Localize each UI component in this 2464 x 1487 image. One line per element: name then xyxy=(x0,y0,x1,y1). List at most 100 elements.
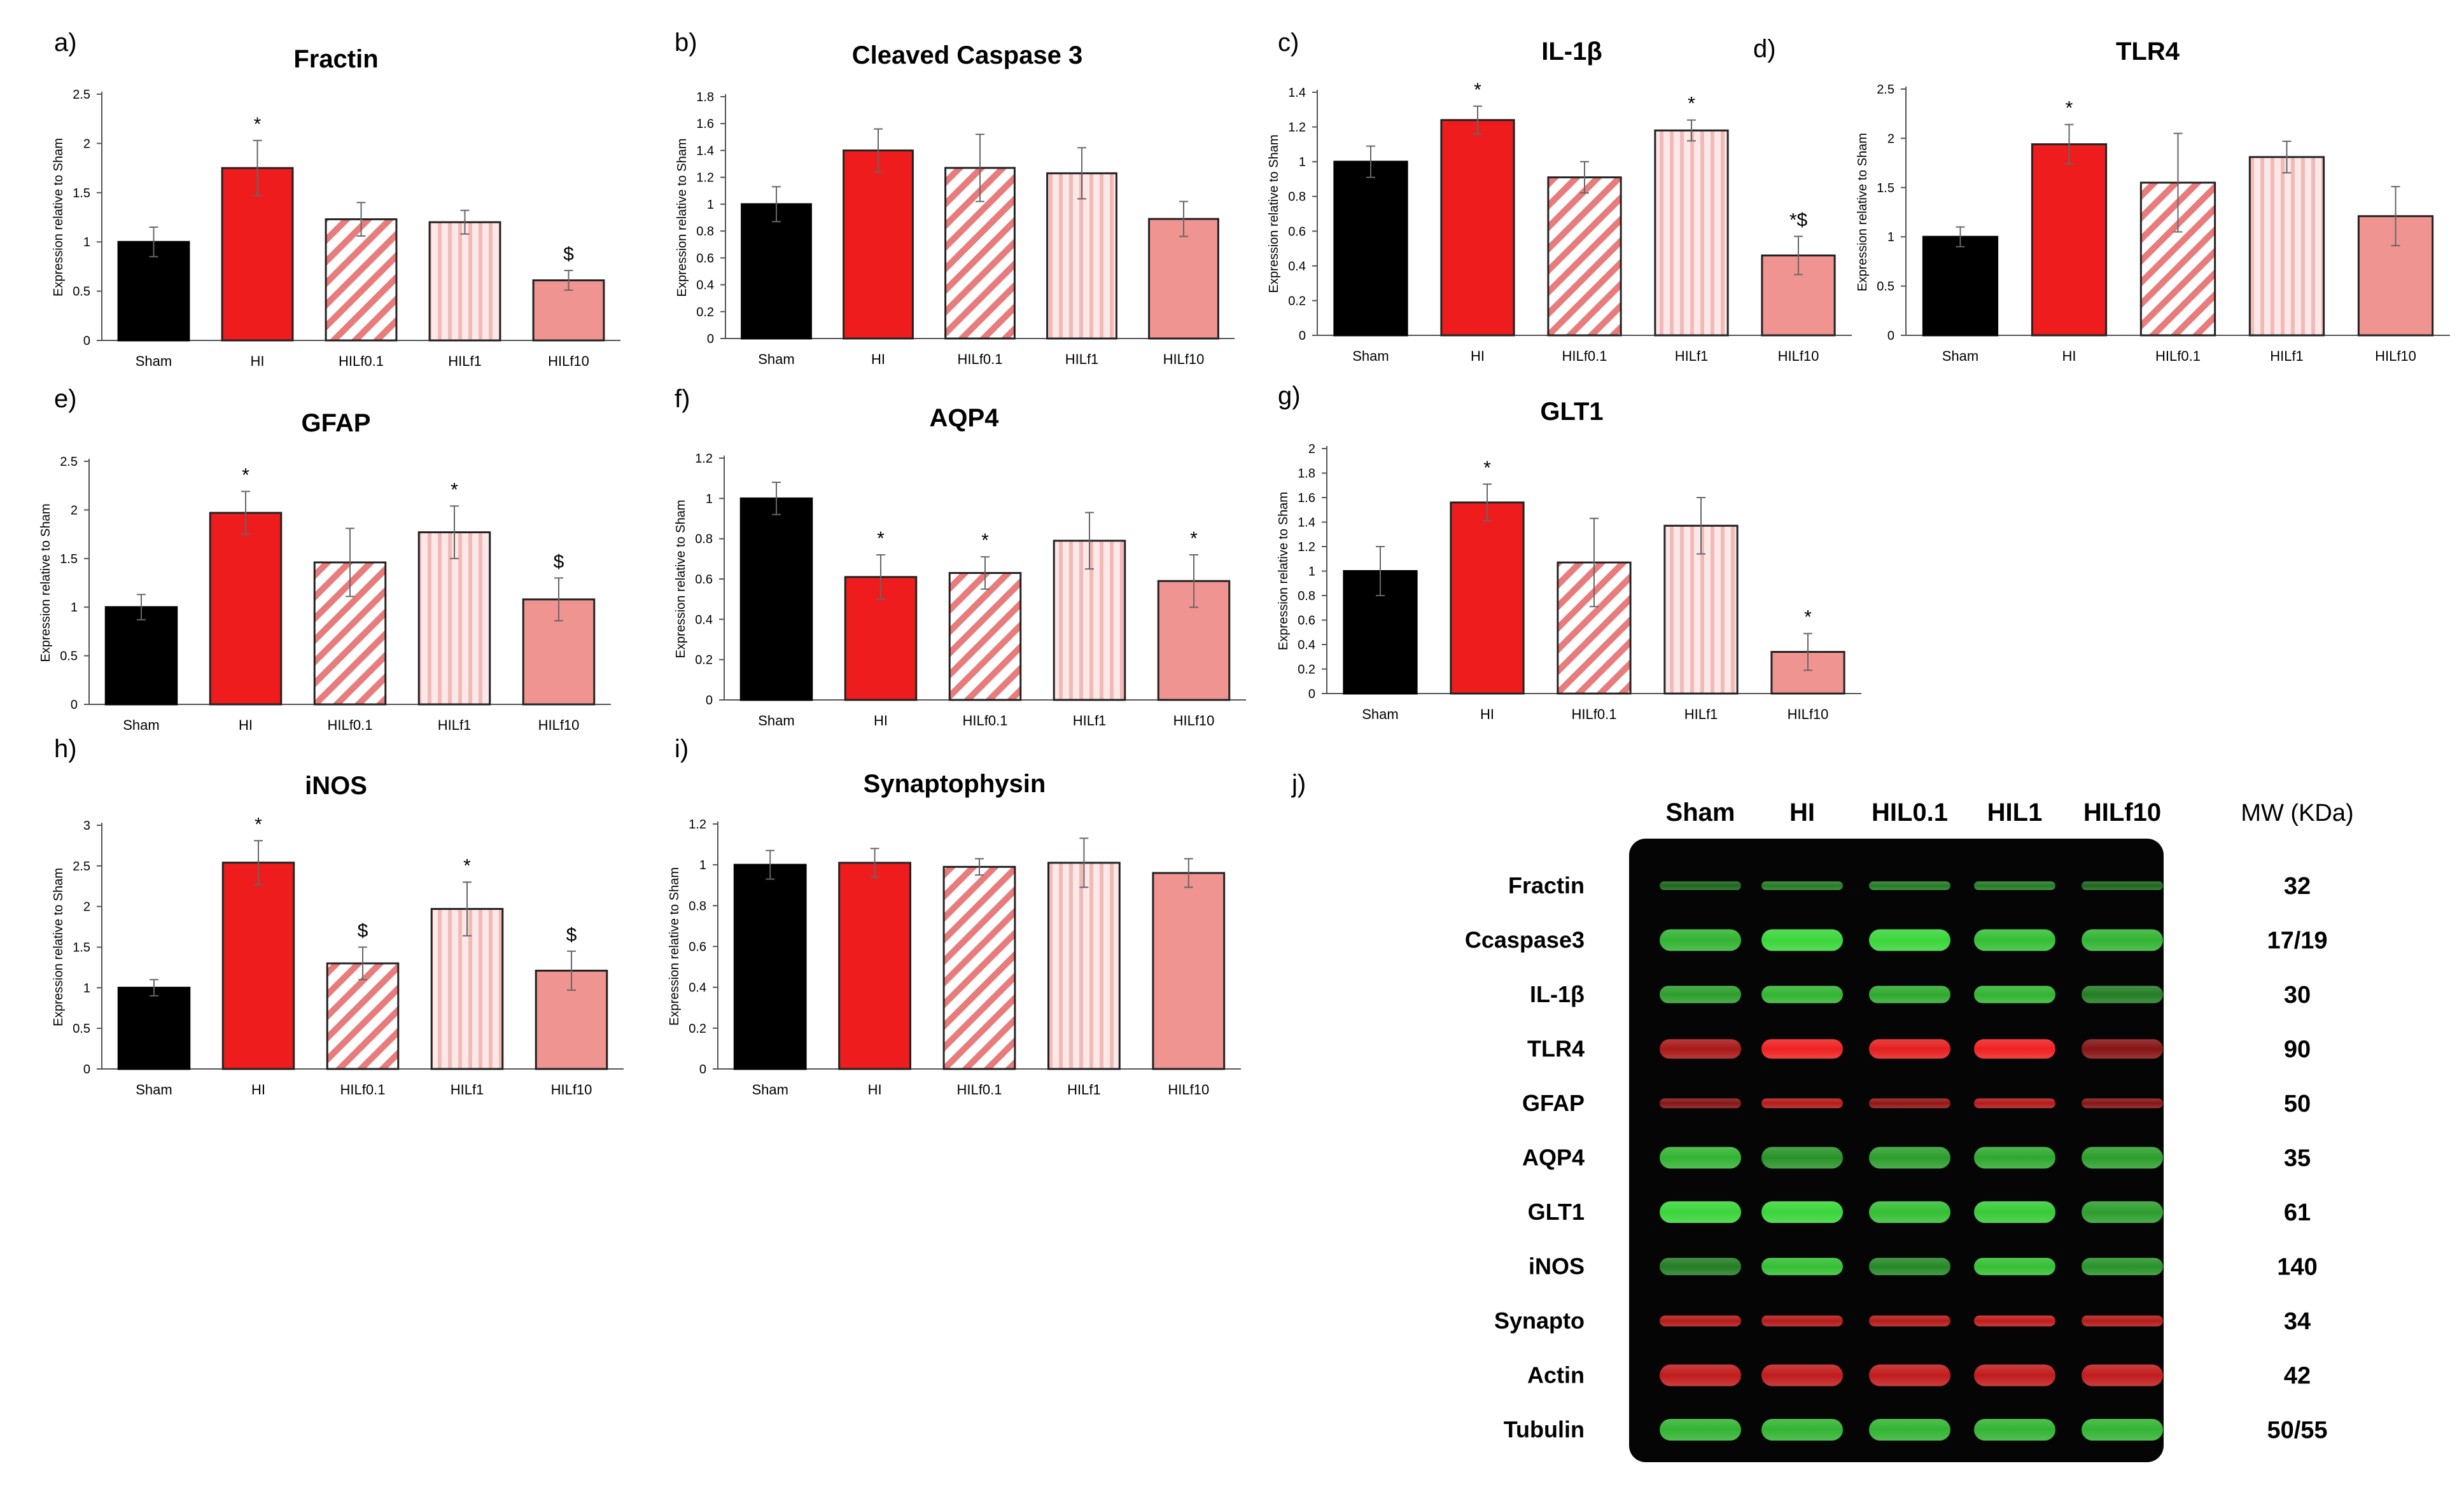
y-tick-label: 0.5 xyxy=(60,650,78,664)
y-tick-label: 0.8 xyxy=(696,225,714,239)
y-tick-label: 0.4 xyxy=(689,981,706,995)
blot-band-sheen xyxy=(1660,1257,1741,1276)
category-label: HILf10 xyxy=(1168,1082,1209,1098)
blot-row-inos: iNOS 140 xyxy=(1529,1253,2318,1281)
blot-column-header: HIL1 xyxy=(1987,799,2043,827)
y-tick-label: 0 xyxy=(1299,329,1306,343)
y-tick-label: 1 xyxy=(71,601,78,615)
y-axis-title: Expression relative to Sham xyxy=(52,868,66,1026)
blot-row-label: iNOS xyxy=(1529,1253,1585,1280)
blot-row-il-1β: IL-1β 30 xyxy=(1530,981,2311,1009)
blot-row-actin: Actin 42 xyxy=(1527,1362,2311,1390)
category-label: HILf1 xyxy=(2270,348,2304,364)
bar-hi xyxy=(2031,143,2108,337)
category-label: HI xyxy=(871,351,885,367)
y-axis-title: Expression relative to Sham xyxy=(668,867,682,1026)
significance-marker: * xyxy=(254,114,262,135)
bar-hilf1 xyxy=(1654,129,1729,337)
blot-band-sheen xyxy=(1974,881,2055,890)
category-label: HILf0.1 xyxy=(958,351,1003,367)
blot-band-sheen xyxy=(1974,1201,2055,1223)
blot-row-label: GFAP xyxy=(1522,1090,1585,1116)
category-label: HI xyxy=(2062,348,2076,364)
category-label: HILf10 xyxy=(1163,351,1205,367)
chart-title: Fractin xyxy=(293,45,378,73)
significance-marker: * xyxy=(1483,457,1491,478)
y-tick-label: 1.8 xyxy=(1298,467,1315,481)
blot-band-sheen xyxy=(1869,1147,1950,1169)
y-tick-label: 0.4 xyxy=(1298,638,1315,652)
significance-marker: $ xyxy=(358,921,368,942)
bar-sham xyxy=(1922,235,1999,337)
blot-band-sheen xyxy=(1869,1098,1950,1108)
blot-band-sheen xyxy=(1974,986,2055,1003)
bar-hi xyxy=(221,167,294,342)
y-tick-label: 1.2 xyxy=(1298,540,1315,554)
category-label: Sham xyxy=(136,353,172,369)
blot-mw-value: 30 xyxy=(2284,982,2311,1009)
panel-letter: f) xyxy=(675,385,690,413)
category-label: Sham xyxy=(1352,348,1389,364)
bar-hi xyxy=(843,149,914,340)
y-tick-label: 0.8 xyxy=(1288,190,1306,204)
blot-band-sheen xyxy=(1974,1419,2055,1441)
blot-band-sheen xyxy=(1869,1315,1950,1327)
blot-mw-value: 35 xyxy=(2284,1145,2311,1172)
panel-letter: d) xyxy=(1753,35,1776,63)
category-label: HILf10 xyxy=(1778,348,1819,364)
blot-band-sheen xyxy=(2082,1147,2163,1169)
y-tick-label: 2 xyxy=(1308,442,1315,456)
y-tick-label: 3 xyxy=(83,819,90,833)
y-tick-label: 1.2 xyxy=(689,818,706,832)
blot-band-sheen xyxy=(2082,881,2163,890)
chart-title: IL-1β xyxy=(1541,38,1602,66)
y-tick-label: 0.6 xyxy=(695,573,713,587)
y-tick-label: 2.5 xyxy=(1877,83,1894,97)
y-tick-label: 2.5 xyxy=(60,455,78,469)
category-label: HILf1 xyxy=(438,717,472,733)
y-tick-label: 1 xyxy=(706,492,713,506)
blot-band-sheen xyxy=(1660,1201,1741,1223)
category-label: HI xyxy=(874,713,888,729)
y-tick-label: 0 xyxy=(706,694,713,708)
blot-band-sheen xyxy=(1761,1147,1843,1169)
y-tick-label: 0.6 xyxy=(689,940,706,954)
blot-band-sheen xyxy=(2082,929,2163,951)
blot-band-sheen xyxy=(1869,1364,1950,1386)
blot-band-sheen xyxy=(1974,1039,2055,1059)
blot-band-sheen xyxy=(1974,929,2055,951)
category-label: HI xyxy=(251,353,265,369)
y-tick-label: 0.8 xyxy=(1298,589,1315,603)
y-tick-label: 1 xyxy=(707,198,714,212)
category-label: HILf1 xyxy=(448,353,482,369)
blot-band-sheen xyxy=(2082,1039,2163,1059)
bar-sham xyxy=(733,863,807,1070)
blot-band-sheen xyxy=(1869,1257,1950,1276)
blot-row-label: Ccaspase3 xyxy=(1465,927,1585,953)
significance-marker: * xyxy=(451,479,458,500)
y-tick-label: 1 xyxy=(1299,155,1306,169)
mw-header: MW (KDa) xyxy=(2241,800,2353,827)
y-tick-label: 1 xyxy=(1887,230,1894,244)
blot-row-label: Actin xyxy=(1527,1362,1585,1388)
significance-marker: $ xyxy=(563,244,574,265)
chart-title: Cleaved Caspase 3 xyxy=(852,41,1082,69)
bar-sham xyxy=(1333,160,1408,337)
blot-band-sheen xyxy=(1869,1419,1950,1441)
significance-marker: * xyxy=(1190,528,1198,549)
chart-panel-b: b) Cleaved Caspase 3 Expression relative t… xyxy=(675,29,1235,367)
significance-marker: * xyxy=(1688,94,1695,115)
blot-band-sheen xyxy=(1660,1039,1741,1059)
category-label: HILf10 xyxy=(548,353,589,369)
y-tick-label: 0.5 xyxy=(1877,280,1894,294)
blot-column-header: HILf10 xyxy=(2083,799,2161,827)
category-label: HI xyxy=(251,1082,265,1098)
y-tick-label: 0 xyxy=(83,334,90,348)
blot-band-sheen xyxy=(1761,1257,1843,1276)
significance-marker: * xyxy=(255,814,262,835)
blot-band-sheen xyxy=(1974,1098,2055,1108)
blot-band-sheen xyxy=(1761,986,1843,1003)
category-label: HILf10 xyxy=(2375,348,2416,364)
blot-band-sheen xyxy=(1761,1419,1843,1441)
blot-row-tlr4: TLR4 90 xyxy=(1527,1036,2311,1063)
